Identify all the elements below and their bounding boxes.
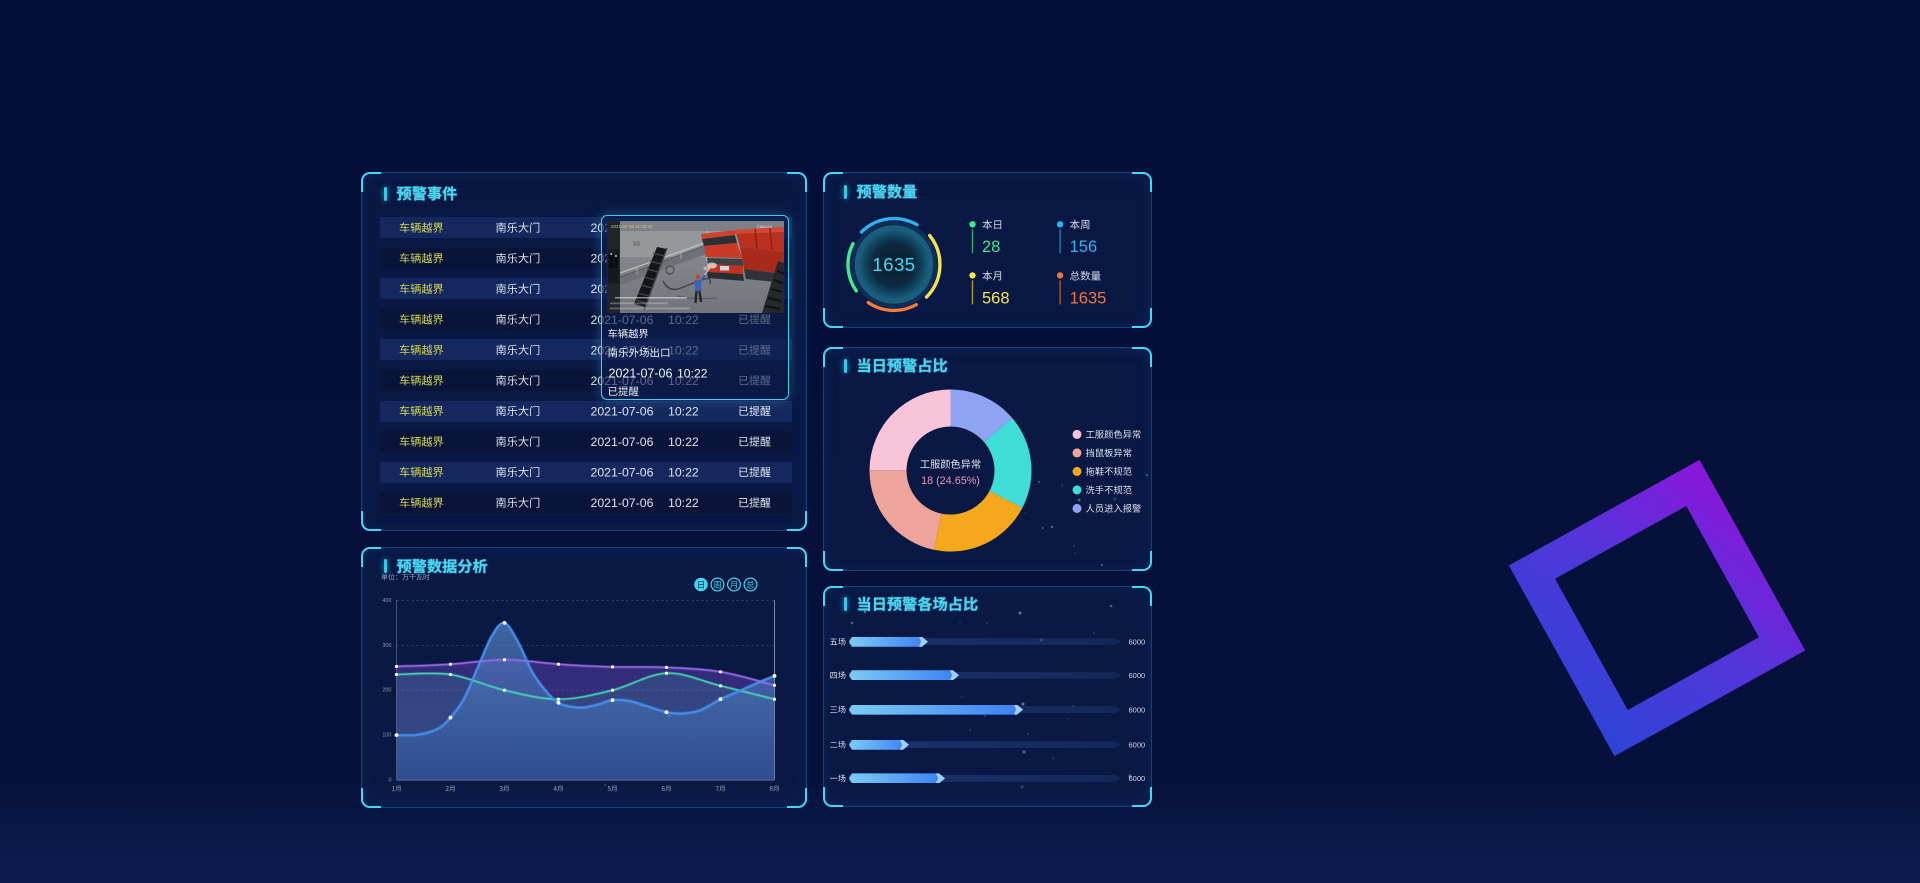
svg-text:CAM-03: CAM-03 xyxy=(757,224,772,229)
svg-text:2021-02-06 11:04:42: 2021-02-06 11:04:42 xyxy=(611,224,653,229)
svg-text:2021-07-06: 2021-07-06 xyxy=(609,367,673,381)
svg-text:10:22: 10:22 xyxy=(677,367,708,381)
